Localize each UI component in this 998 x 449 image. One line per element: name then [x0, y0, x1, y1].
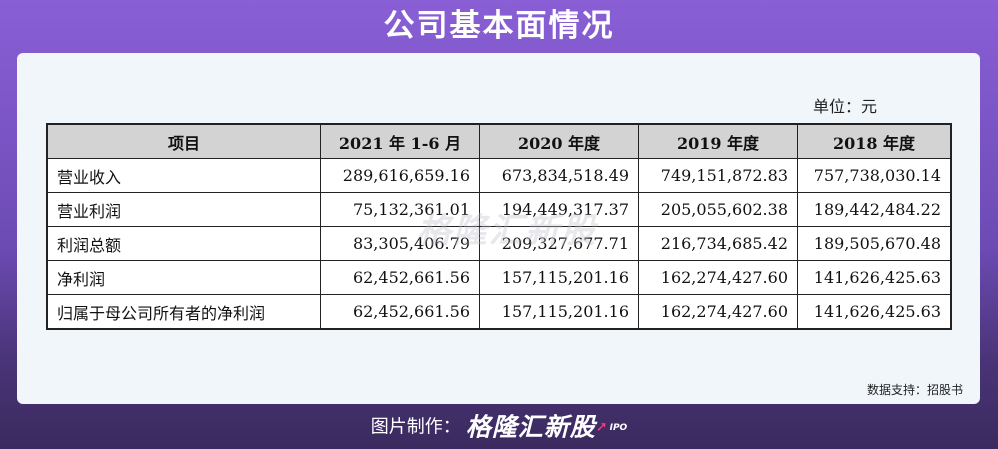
- cell-value: 83,305,406.79: [320, 226, 480, 261]
- cell-value: 205,055,602.38: [638, 192, 798, 227]
- cell-value: 157,115,201.16: [479, 294, 639, 330]
- unit-label: 单位：元: [812, 97, 877, 116]
- data-source-note: 数据支持：招股书: [866, 383, 963, 397]
- cell-value: 75,132,361.01: [320, 192, 480, 227]
- brand-logo-sub: IPO: [609, 422, 628, 433]
- cell-value: 749,151,872.83: [638, 158, 798, 193]
- cell-value: 62,452,661.56: [320, 260, 480, 295]
- cell-value: 162,274,427.60: [638, 294, 798, 330]
- cell-value: 189,442,484.22: [797, 192, 952, 227]
- cell-value: 141,626,425.63: [797, 260, 952, 295]
- table-row: 归属于母公司所有者的净利润 62,452,661.56 157,115,201.…: [46, 294, 952, 330]
- cell-value: 62,452,661.56: [320, 294, 480, 330]
- page-title: 公司基本面情况: [383, 8, 615, 44]
- row-label: 营业利润: [46, 192, 321, 227]
- column-header-2020: 2020 年度: [479, 123, 639, 159]
- cell-value: 162,274,427.60: [638, 260, 798, 295]
- table-row: 营业收入 289,616,659.16 673,834,518.49 749,1…: [46, 158, 952, 193]
- cell-value: 757,738,030.14: [797, 158, 952, 193]
- cell-value: 289,616,659.16: [320, 158, 480, 193]
- cell-value: 189,505,670.48: [797, 226, 952, 261]
- column-header-2021h1: 2021 年 1-6 月: [320, 123, 480, 159]
- table-row: 利润总额 83,305,406.79 209,327,677.71 216,73…: [46, 226, 952, 261]
- row-label: 净利润: [46, 260, 321, 295]
- footer-credit: 图片制作： 格隆汇新股➚ IPO: [0, 409, 998, 445]
- row-label: 利润总额: [46, 226, 321, 261]
- table-row: 净利润 62,452,661.56 157,115,201.16 162,274…: [46, 260, 952, 295]
- cell-value: 216,734,685.42: [638, 226, 798, 261]
- footer-label: 图片制作：: [370, 416, 461, 438]
- column-header-2019: 2019 年度: [638, 123, 798, 159]
- cell-value: 157,115,201.16: [479, 260, 639, 295]
- financial-table: 项目 2021 年 1-6 月 2020 年度 2019 年度 2018 年度 …: [46, 123, 952, 330]
- cell-value: 194,449,317.37: [479, 192, 639, 227]
- cell-value: 673,834,518.49: [479, 158, 639, 193]
- table-row: 营业利润 75,132,361.01 194,449,317.37 205,05…: [46, 192, 952, 227]
- row-label: 营业收入: [46, 158, 321, 193]
- row-label: 归属于母公司所有者的净利润: [46, 294, 321, 330]
- table-header-row: 项目 2021 年 1-6 月 2020 年度 2019 年度 2018 年度: [46, 123, 952, 159]
- column-header-2018: 2018 年度: [797, 123, 952, 159]
- arrow-icon: ➚: [595, 419, 608, 435]
- content-card: 单位：元 项目 2021 年 1-6 月 2020 年度 2019 年度 201…: [17, 53, 980, 404]
- brand-logo: 格隆汇新股: [465, 412, 596, 442]
- cell-value: 141,626,425.63: [797, 294, 952, 330]
- column-header-item: 项目: [46, 123, 321, 159]
- cell-value: 209,327,677.71: [479, 226, 639, 261]
